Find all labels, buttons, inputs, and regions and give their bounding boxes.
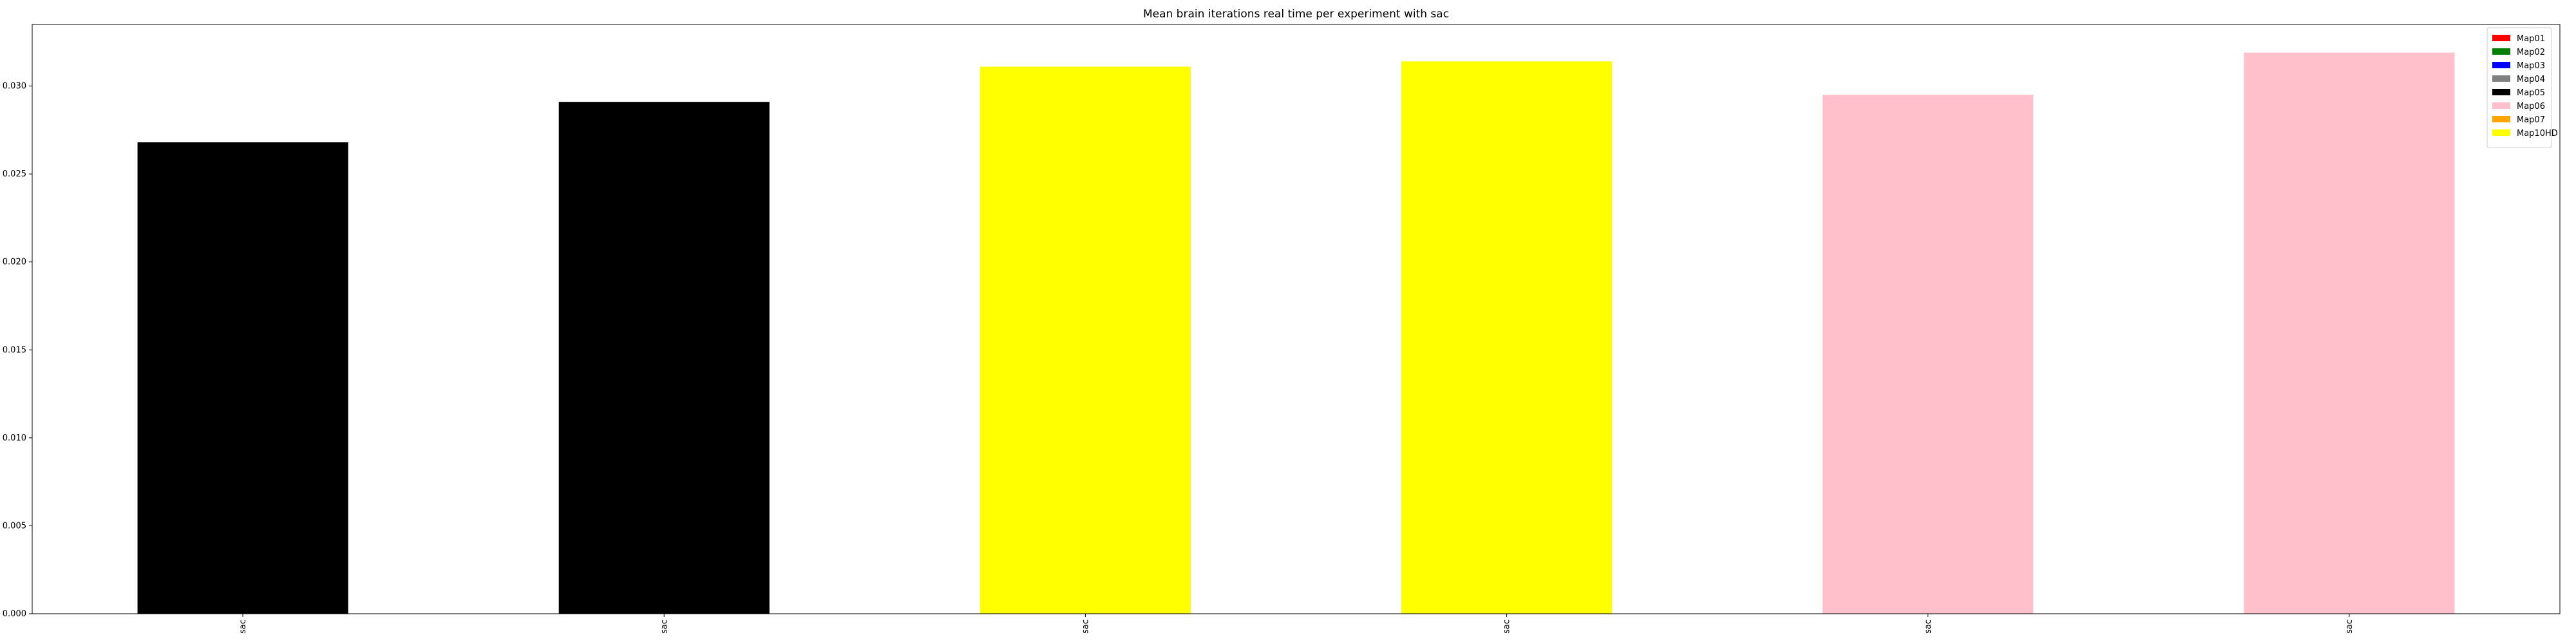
bar-6 [2244,52,2455,614]
legend-label: Map02 [2517,48,2545,57]
chart-title: Mean brain iterations real time per expe… [1143,8,1449,21]
y-tick-label: 0.030 [3,82,26,91]
legend-swatch [2492,116,2510,122]
x-tick-label: sac [238,620,248,634]
legend: Map01 Map02 Map03 Map04 Map05 Map06 Map07 Map10… [2486,27,2558,148]
legend-swatch [2492,48,2510,55]
y-tick-label: 0.005 [3,521,26,531]
legend-label: Map10HD [2517,129,2558,138]
y-tick-label: 0.000 [3,609,26,619]
legend-label: Map01 [2517,34,2545,44]
y-tick-label: 0.020 [3,258,26,267]
bars-layer [137,52,2455,614]
bar-3 [980,66,1191,614]
legend-label: Map07 [2517,115,2545,125]
plot-frame [32,24,2561,614]
legend-swatch [2492,75,2510,82]
y-tick-label: 0.025 [3,169,26,179]
legend-label: Map04 [2517,75,2545,84]
bar-4 [1401,61,1613,614]
bar-2 [558,102,770,614]
x-tick-label: sac [1502,620,1512,634]
legend-swatch [2492,129,2510,136]
legend-swatch [2492,102,2510,109]
x-tick-label: sac [1081,620,1090,634]
legend-label: Map05 [2517,88,2545,98]
legend-swatch [2492,62,2510,68]
y-tick-label: 0.010 [3,433,26,443]
legend-label: Map03 [2517,61,2545,71]
bar-5 [1823,95,2034,614]
legend-swatch [2492,89,2510,95]
x-tick-label: sac [2345,620,2354,634]
legend-label: Map06 [2517,102,2545,111]
axes-layer: 0.000 0.005 0.010 0.015 0.020 0.025 0.030 sac sa… [3,24,2561,634]
x-tick-label: sac [1924,620,1933,634]
bar-1 [137,142,348,614]
x-tick-label: sac [659,620,669,634]
legend-swatch [2492,35,2510,41]
y-tick-label: 0.015 [3,345,26,355]
